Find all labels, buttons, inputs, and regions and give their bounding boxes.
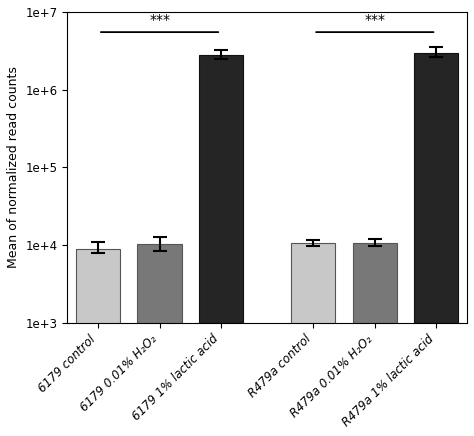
Bar	[76, 249, 120, 436]
Bar	[414, 53, 458, 436]
Bar	[137, 244, 182, 436]
Bar	[199, 55, 243, 436]
Y-axis label: Mean of normalized read counts: Mean of normalized read counts	[7, 66, 20, 268]
Text: ***: ***	[149, 14, 170, 27]
Text: ***: ***	[365, 14, 385, 27]
Bar	[291, 243, 336, 436]
Bar	[353, 243, 397, 436]
